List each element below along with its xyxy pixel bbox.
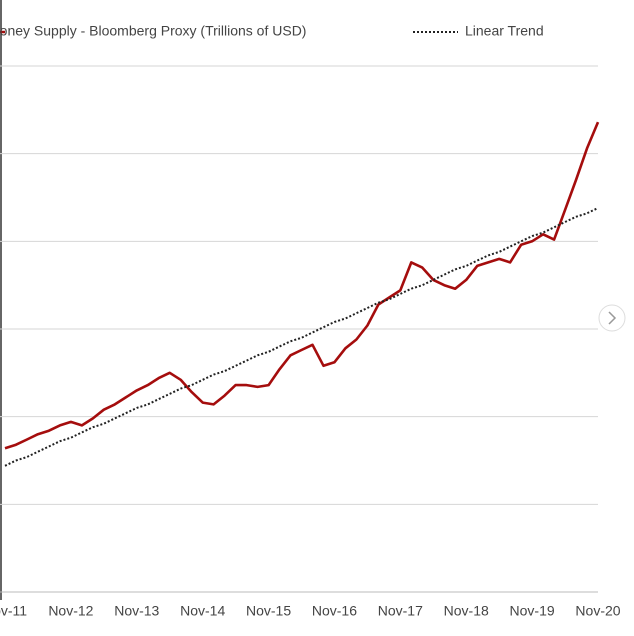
series-line [4,121,600,450]
x-tick-label: Nov-15 [246,603,291,619]
x-tick-label: Nov-12 [48,603,93,619]
next-button-circle[interactable] [598,304,626,332]
next-button[interactable] [598,304,626,332]
x-tick-label: Nov-17 [378,603,423,619]
x-tick-label: Nov-16 [312,603,357,619]
x-tick-label: Nov-18 [444,603,489,619]
x-tick-label: Nov-13 [114,603,159,619]
x-tick-label: Nov-19 [510,603,555,619]
next-button-icon[interactable] [608,311,617,325]
x-tick-label: Nov-14 [180,603,225,619]
legend-label: Linear Trend [465,23,544,39]
x-tick-label: Nov-20 [575,603,620,619]
legend-label: Money Supply - Bloomberg Proxy (Trillion… [0,23,306,39]
series-line [4,207,599,467]
x-tick-label: Nov-11 [0,603,27,619]
